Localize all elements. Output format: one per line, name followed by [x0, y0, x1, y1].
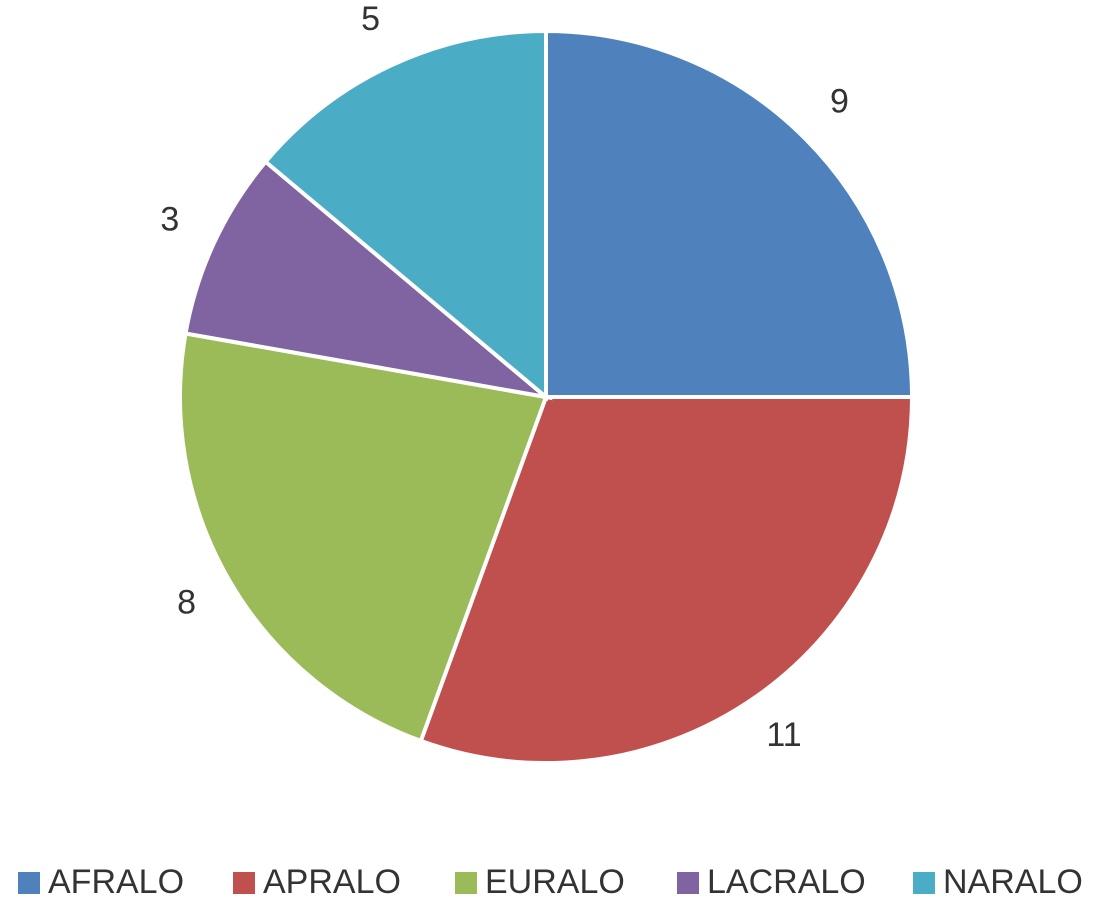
data-label: 5 — [361, 0, 380, 38]
legend-label: AFRALO — [48, 863, 184, 901]
legend-swatch — [233, 872, 255, 894]
legend-label: LACRALO — [707, 863, 866, 901]
pie-slice — [544, 28, 915, 399]
legend-label: EURALO — [485, 863, 625, 901]
legend-label: NARALO — [943, 863, 1083, 901]
legend-label: APRALO — [263, 863, 401, 901]
data-label: 8 — [177, 583, 196, 621]
data-label: 3 — [160, 201, 179, 239]
legend-swatch — [677, 872, 699, 894]
pie-slice — [418, 395, 915, 765]
legend-swatch — [455, 872, 477, 894]
legend-swatch — [913, 872, 935, 894]
data-label: 11 — [766, 716, 801, 754]
pie-slice — [183, 158, 554, 401]
legend-swatch — [18, 872, 40, 894]
pie-slice — [178, 331, 549, 744]
data-label: 9 — [830, 83, 849, 121]
pie-slice — [262, 28, 548, 402]
